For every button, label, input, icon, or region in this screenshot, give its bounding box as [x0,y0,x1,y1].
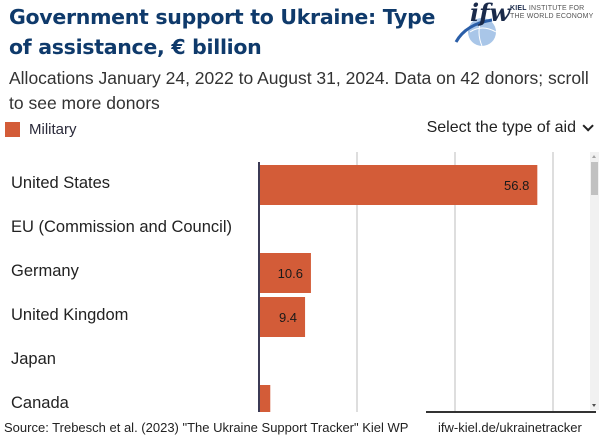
legend: Military [5,121,77,138]
bar[interactable] [260,385,271,412]
category-label: United Kingdom [11,306,129,324]
aid-type-select-label: Select the type of aid [426,119,576,136]
logo-mark: ifw [470,0,511,27]
x-axis-line [426,411,596,413]
bar[interactable] [260,297,306,337]
tracker-link[interactable]: ifw-kiel.de/ukrainetracker [438,420,582,435]
chart-plot: 56.8 10.6 9.4 [258,152,554,412]
category-label: United States [11,174,111,192]
chart-subtitle: Allocations January 24, 2022 to August 3… [9,68,589,113]
legend-swatch-military [5,122,20,137]
scroll-up-icon[interactable] [592,155,596,158]
data-label: 9.4 [279,310,297,325]
chart-title: Government support to Ukraine: Type of a… [9,5,436,59]
scroll-thumb[interactable] [591,162,598,195]
source-note: Source: Trebesch et al. (2023) "The Ukra… [4,420,409,435]
category-label: Canada [11,394,69,412]
logo-text: KIEL INSTITUTE FOR [510,5,585,12]
chart-scrollbar[interactable] [590,152,599,410]
aid-type-select[interactable]: Select the type of aid [426,119,594,137]
bar[interactable] [260,165,538,205]
category-label: Japan [11,350,56,368]
category-label: EU (Commission and Council) [11,218,232,236]
data-label: 10.6 [278,266,303,281]
legend-label-military: Military [29,121,77,138]
chevron-down-icon [582,120,594,132]
kiel-institute-logo: ifw KIEL INSTITUTE FOR THE WORLD ECONOMY [452,0,594,46]
scroll-down-icon[interactable] [592,404,596,407]
bar[interactable] [260,253,311,293]
category-label: Germany [11,262,79,280]
globe-icon [454,17,497,46]
data-label: 56.8 [504,178,529,193]
logo-text-2: THE WORLD ECONOMY [510,13,594,20]
bar-chart: 56.8 10.6 9.4 United States EU (Commission … [0,152,600,412]
